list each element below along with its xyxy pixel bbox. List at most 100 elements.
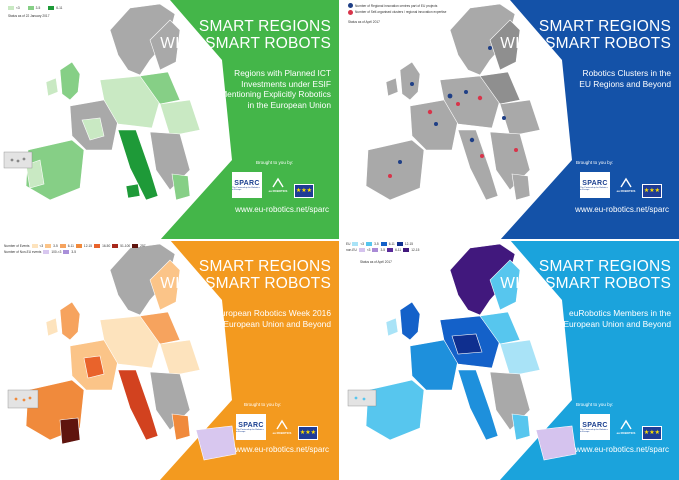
eurobotics-wordmark: eu ROBOTICS bbox=[272, 431, 292, 435]
eu-flag-icon: ★★★ bbox=[642, 426, 662, 440]
sparc-wordmark: SPARC bbox=[582, 179, 608, 187]
eurobotics-logo: eu ROBOTICS bbox=[267, 172, 289, 198]
legend-label: 3-5 bbox=[380, 247, 386, 252]
eurobotics-wordmark: eu ROBOTICS bbox=[616, 431, 636, 435]
eurobotics-logo: eu ROBOTICS bbox=[615, 414, 637, 440]
legend-label: 16-50 bbox=[102, 244, 111, 248]
sparc-logo: SPARC The Partnership for Robotics in Eu… bbox=[232, 172, 262, 198]
legend-row: Number of Non-EU events 100-<3 3-5 bbox=[4, 249, 146, 254]
subtitle-line: Regions with Planned ICT bbox=[234, 68, 331, 78]
legend-label: 100-<3 bbox=[51, 249, 62, 254]
subtitle-line: euRobotics Members in the bbox=[569, 308, 671, 318]
legend-row: Number of Regional innovation centres pa… bbox=[348, 3, 446, 8]
partner-logos: SPARC The Partnership for Robotics in Eu… bbox=[236, 414, 318, 440]
eurobotics-wordmark: eu ROBOTICS bbox=[268, 189, 288, 193]
website-url[interactable]: www.eu-robotics.net/sparc bbox=[235, 205, 329, 214]
eu-stars: ★★★ bbox=[295, 188, 313, 194]
subtitle-line: Mentioning Explicitly Robotics bbox=[220, 89, 331, 100]
panel-background bbox=[500, 240, 679, 480]
subtitle-line: in the European Union bbox=[247, 99, 331, 110]
legend-swatch bbox=[348, 3, 353, 8]
title-line: WITH SMART ROBOTS bbox=[160, 275, 331, 292]
legend-swatch bbox=[352, 242, 359, 246]
website-url[interactable]: www.eu-robotics.net/sparc bbox=[575, 205, 669, 214]
legend-label: 6-11 bbox=[388, 242, 395, 246]
sparc-tagline: The Partnership for Robotics in Europe bbox=[580, 428, 608, 433]
sparc-wordmark: SPARC bbox=[234, 179, 260, 187]
legend-label: <3 bbox=[360, 242, 365, 246]
eurobotics-wordmark: eu ROBOTICS bbox=[616, 189, 636, 193]
legend-swatch bbox=[132, 244, 139, 248]
eu-flag-icon: ★★★ bbox=[642, 184, 662, 198]
subtitle-line: European Union and Beyond bbox=[563, 318, 671, 329]
legend-row: non-EU <3 3-5 6-11 12-15 bbox=[346, 247, 419, 252]
panel-background bbox=[500, 0, 679, 240]
brought-to-you-label: Brought to you by: bbox=[576, 402, 614, 407]
europe-map-clusters bbox=[340, 0, 679, 240]
legend-label: Number of Regional innovation centres pa… bbox=[355, 3, 438, 8]
panel-background bbox=[160, 240, 339, 480]
title-line: SMART REGIONS bbox=[538, 258, 671, 275]
subtitle-line: Investments under ESIF bbox=[241, 78, 331, 89]
legend-caption: EU bbox=[346, 242, 351, 246]
panel-subtitle: Robotics Clusters in the EU Regions and … bbox=[579, 68, 671, 89]
website-url[interactable]: www.eu-robotics.net/sparc bbox=[235, 445, 329, 454]
sparc-wordmark: SPARC bbox=[582, 421, 608, 429]
cluster-markers bbox=[388, 46, 518, 178]
legend-label: 257 bbox=[140, 244, 146, 248]
eurobotics-logo: eu ROBOTICS bbox=[615, 172, 637, 198]
map-panel-clusters: Number of Regional innovation centres pa… bbox=[340, 0, 679, 240]
title-line: WITH SMART ROBOTS bbox=[500, 35, 671, 52]
legend-label: 3-5 bbox=[35, 6, 41, 10]
panel-subtitle: euRobotics Members in the European Union… bbox=[563, 308, 671, 329]
legend-label: 12-15 bbox=[404, 242, 413, 246]
legend-swatch bbox=[31, 244, 38, 248]
title-line: SMART REGIONS bbox=[198, 258, 331, 275]
website-url[interactable]: www.eu-robotics.net/sparc bbox=[575, 445, 669, 454]
legend-caption: Number of Non-EU events bbox=[4, 249, 42, 254]
legend-swatch bbox=[387, 247, 394, 252]
map-legend: <3 3-5 6-11 bbox=[8, 6, 62, 12]
legend-swatch bbox=[63, 249, 70, 254]
map-panel-esif: <3 3-5 6-11 Status as of 22 January 2017… bbox=[0, 0, 339, 240]
legend-swatch bbox=[94, 244, 101, 248]
legend-label: 3-5 bbox=[53, 244, 58, 248]
europe-map-esif bbox=[0, 0, 339, 240]
legend-label: Number of Self-organised clusters / regi… bbox=[355, 10, 447, 14]
panel-title: SMART REGIONS WITH SMART ROBOTS bbox=[160, 18, 331, 52]
sparc-tagline: The Partnership for Robotics in Europe bbox=[580, 186, 608, 191]
legend-swatch bbox=[396, 242, 403, 246]
panel-title: SMART REGIONS WITH SMART ROBOTS bbox=[500, 18, 671, 52]
title-line: WITH SMART ROBOTS bbox=[160, 35, 331, 52]
eu-flag-icon: ★★★ bbox=[294, 184, 314, 198]
eurobotics-logo: eu ROBOTICS bbox=[271, 414, 293, 440]
subtitle-line: EU Regions and Beyond bbox=[579, 78, 671, 89]
legend-label: 6-11 bbox=[56, 6, 63, 10]
legend-swatch bbox=[8, 6, 14, 10]
europe-map-members bbox=[340, 240, 679, 480]
map-legend: Number of Regional innovation centres pa… bbox=[348, 3, 446, 16]
legend-label: 6-11 bbox=[67, 244, 74, 248]
panel-title: SMART REGIONS WITH SMART ROBOTS bbox=[160, 258, 331, 292]
legend-swatch bbox=[59, 244, 66, 248]
brought-to-you-label: Brought to you by: bbox=[256, 160, 294, 165]
sparc-logo: SPARC The Partnership for Robotics in Eu… bbox=[236, 414, 266, 440]
brought-to-you-label: Brought to you by: bbox=[576, 160, 614, 165]
legend-caption: non-EU bbox=[346, 247, 357, 252]
legend-swatch bbox=[403, 247, 410, 252]
legend-swatch bbox=[48, 6, 55, 10]
legend-swatch bbox=[45, 244, 52, 248]
subtitle-line: Robotics Clusters in the bbox=[582, 68, 671, 78]
legend-row: Number of Events <3 3-5 6-11 12-15 16-50… bbox=[4, 244, 146, 248]
status-note: Status as of April 2017 bbox=[360, 260, 392, 264]
legend-label: <3 bbox=[16, 6, 20, 10]
legend-label: <3 bbox=[39, 244, 44, 248]
partner-logos: SPARC The Partnership for Robotics in Eu… bbox=[580, 172, 662, 198]
eu-stars: ★★★ bbox=[299, 430, 317, 436]
panel-subtitle: Regions with Planned ICT Investments und… bbox=[220, 68, 331, 110]
legend-swatch bbox=[366, 242, 373, 246]
legend-row: Number of Self-organised clusters / regi… bbox=[348, 9, 447, 15]
legend-label: 3-5 bbox=[374, 242, 379, 246]
eurobotics-icon bbox=[272, 177, 284, 188]
legend-row: EU <3 3-5 6-11 12-15 bbox=[346, 242, 419, 246]
